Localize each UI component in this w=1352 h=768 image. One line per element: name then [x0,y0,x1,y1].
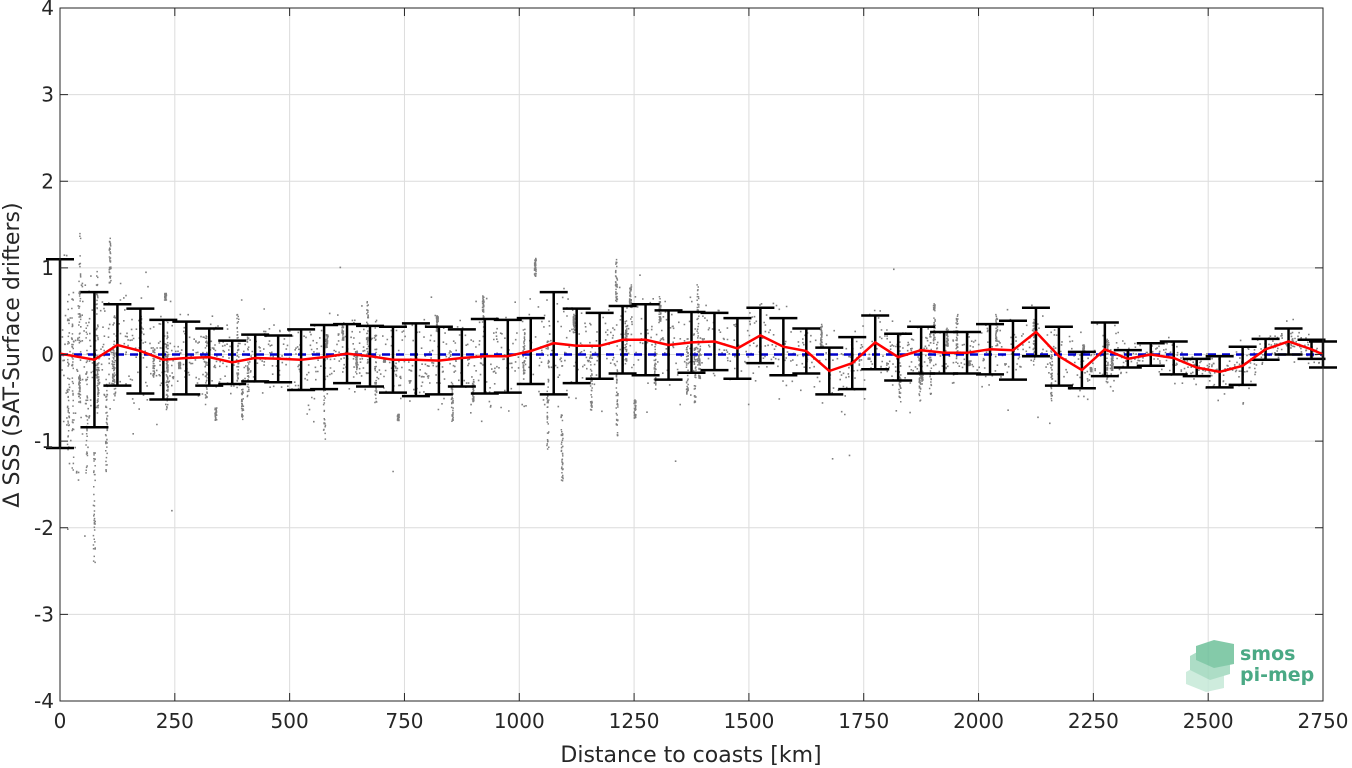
y-tick-label: -2 [34,516,54,540]
logo-mark-icon [1186,640,1234,692]
x-tick-label: 1500 [723,709,774,733]
scatter-dots [61,232,1323,564]
x-tick-label: 500 [271,709,309,733]
y-tick-label: 2 [41,169,54,193]
y-tick-labels: -4 -3 -2 -1 0 1 2 3 4 [34,0,54,713]
logo-line1: smos [1240,643,1295,665]
y-tick-label: -1 [34,429,54,453]
x-tick-label: 750 [385,709,423,733]
x-tick-label: 2250 [1068,709,1119,733]
x-tick-label: 2500 [1183,709,1234,733]
y-tick-label: 4 [41,0,54,20]
y-tick-label: 1 [41,256,54,280]
x-tick-labels: 0 250 500 750 1000 1250 1500 1750 2000 2250 2500 27… [54,709,1349,733]
axis-ticks [59,7,1324,702]
y-tick-label: 0 [41,343,54,367]
y-tick-label: -3 [34,602,54,626]
smos-pi-mep-logo: smos pi-mep [1186,640,1314,692]
logo-line2: pi-mep [1240,664,1314,686]
y-tick-label: 3 [41,83,54,107]
x-tick-label: 2000 [953,709,1004,733]
x-tick-label: 2750 [1298,709,1349,733]
x-tick-label: 250 [156,709,194,733]
y-tick-label: -4 [34,689,54,713]
scatter-points [61,232,1323,564]
mean-line [59,330,1324,374]
x-tick-label: 1000 [494,709,545,733]
x-axis-title: Distance to coasts [km] [560,743,821,768]
y-axis-title: Δ SSS (SAT-Surface drifters) [0,202,25,507]
x-tick-label: 1250 [609,709,660,733]
x-tick-label: 0 [54,709,67,733]
x-tick-label: 1750 [838,709,889,733]
